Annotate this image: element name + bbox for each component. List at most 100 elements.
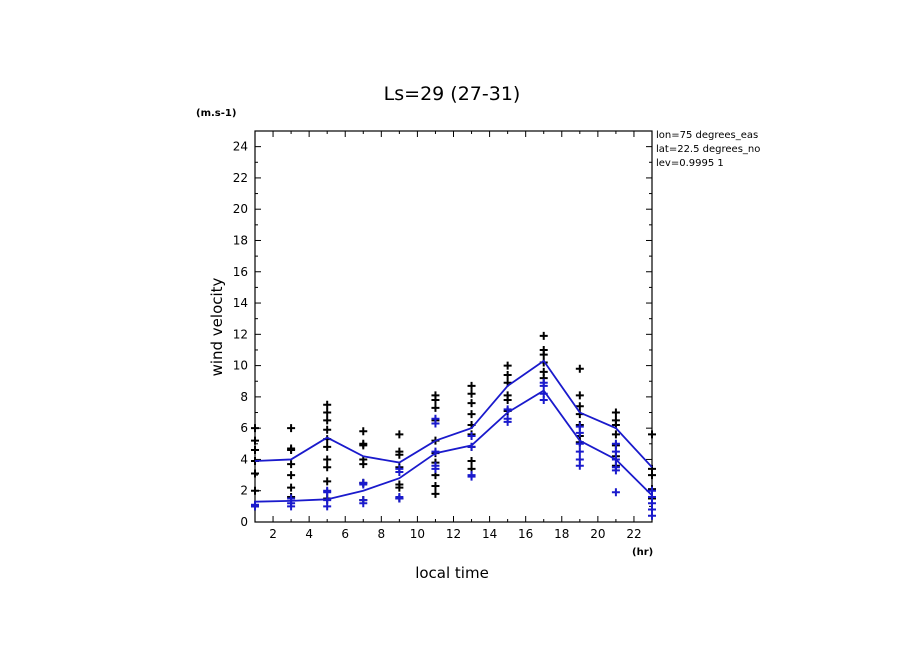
- scatter-point: [611, 447, 620, 456]
- x-tick-label: 22: [626, 527, 641, 541]
- info-lon: lon=75 degrees_eas: [656, 130, 758, 141]
- scatter-point: [359, 480, 368, 489]
- scatter-point: [431, 482, 440, 491]
- scatter-point: [467, 410, 476, 419]
- scatter-point: [467, 399, 476, 408]
- scatter-point: [287, 424, 296, 433]
- scatter-point: [503, 361, 512, 370]
- x-tick-label: 20: [590, 527, 605, 541]
- y-tick-label: 24: [233, 140, 248, 154]
- scatter-point: [467, 431, 476, 440]
- series-line-1: [254, 389, 653, 503]
- scatter-point: [539, 381, 548, 390]
- x-tick-label: 2: [269, 527, 277, 541]
- x-tick-label: 12: [446, 527, 461, 541]
- scatter-point: [323, 455, 332, 464]
- scatter-point: [575, 447, 584, 456]
- y-tick-label: 6: [240, 421, 248, 435]
- scatter-point: [611, 430, 620, 439]
- scatter-point: [539, 396, 548, 405]
- scatter-point: [431, 396, 440, 405]
- scatter-point: [287, 446, 296, 455]
- scatter-point: [611, 488, 620, 497]
- scatter-point: [503, 396, 512, 405]
- series-line-0: [254, 359, 653, 468]
- y-tick-label: 18: [233, 233, 248, 247]
- scatter-point: [395, 450, 404, 459]
- x-tick-label: 14: [482, 527, 497, 541]
- scatter-point: [323, 425, 332, 434]
- y-tick-label: 2: [240, 484, 248, 498]
- scatter-point: [287, 471, 296, 480]
- x-tick-label: 16: [518, 527, 533, 541]
- info-lat: lat=22.5 degrees_no: [656, 144, 760, 155]
- scatter-point: [359, 499, 368, 508]
- scatter-point: [251, 446, 259, 455]
- y-tick-label: 0: [240, 515, 248, 529]
- scatter-point: [431, 447, 440, 456]
- scatter-point: [251, 436, 259, 445]
- scatter-point: [467, 381, 476, 390]
- y-tick-label: 20: [233, 202, 248, 216]
- x-tick-label: 4: [305, 527, 313, 541]
- scatter-point: [539, 350, 548, 359]
- scatter-point: [539, 331, 548, 340]
- scatter-point: [467, 472, 476, 481]
- scatter-point: [431, 419, 440, 428]
- scatter-point: [575, 364, 584, 373]
- scatter-point: [503, 370, 512, 379]
- scatter-point: [611, 439, 620, 448]
- scatter-point: [467, 442, 476, 451]
- scatter-point: [323, 463, 332, 472]
- scatter-point: [359, 427, 368, 436]
- y-tick-label: 8: [240, 390, 248, 404]
- scatter-point: [287, 502, 296, 511]
- scatter-point: [359, 460, 368, 469]
- scatter-point: [503, 417, 512, 426]
- x-tick-label: 6: [341, 527, 349, 541]
- scatter-point: [575, 428, 584, 437]
- x-unit-label: (hr): [632, 547, 653, 558]
- scatter-point: [575, 402, 584, 411]
- scatter-point: [287, 483, 296, 492]
- scatter-point: [467, 389, 476, 398]
- y-tick-label: 14: [233, 296, 248, 310]
- scatter-point: [395, 483, 404, 492]
- scatter-point: [287, 460, 296, 469]
- scatter-point: [251, 469, 259, 478]
- y-axis-label: wind velocity: [208, 277, 226, 376]
- y-unit-label: (m.s-1): [196, 108, 236, 119]
- scatter-point: [611, 408, 620, 417]
- scatter-point: [395, 430, 404, 439]
- scatter-point: [251, 486, 259, 495]
- x-tick-label: 10: [410, 527, 425, 541]
- plot-frame: [254, 130, 653, 523]
- scatter-point: [323, 488, 332, 497]
- x-axis-label: local time: [415, 564, 489, 582]
- y-tick-label: 22: [233, 171, 248, 185]
- x-tick-label: 8: [377, 527, 385, 541]
- scatter-point: [611, 466, 620, 475]
- x-tick-label: 18: [554, 527, 569, 541]
- scatter-point: [395, 494, 404, 503]
- scatter-point: [323, 408, 332, 417]
- scatter-point: [323, 416, 332, 425]
- scatter-point: [323, 442, 332, 451]
- scatter-point: [323, 400, 332, 409]
- y-tick-label: 4: [240, 452, 248, 466]
- scatter-point: [431, 489, 440, 498]
- scatter-point: [323, 477, 332, 486]
- scatter-point: [359, 441, 368, 450]
- scatter-point: [395, 467, 404, 476]
- scatter-point: [323, 502, 332, 511]
- scatter-point: [431, 464, 440, 473]
- scatter-point: [251, 502, 259, 511]
- scatter-point: [575, 391, 584, 400]
- scatter-point: [431, 403, 440, 412]
- scatter-point: [648, 430, 656, 439]
- chart-title: Ls=29 (27-31): [384, 83, 521, 105]
- scatter-point: [467, 457, 476, 466]
- y-tick-label: 10: [233, 359, 248, 373]
- scatter-point: [575, 461, 584, 470]
